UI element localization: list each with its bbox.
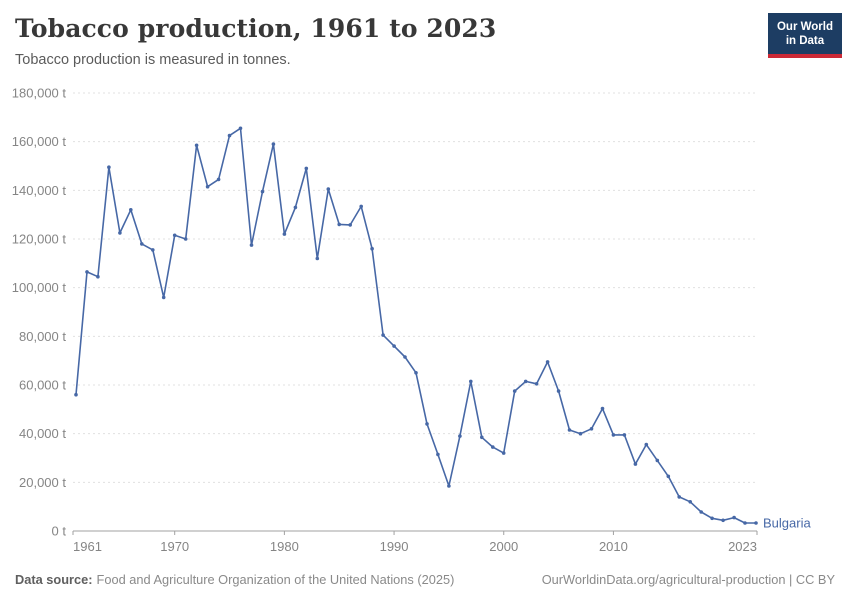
data-point[interactable] bbox=[578, 431, 583, 436]
data-point[interactable] bbox=[666, 474, 671, 479]
data-point[interactable] bbox=[699, 510, 703, 514]
data-point[interactable] bbox=[359, 204, 364, 209]
data-point[interactable] bbox=[151, 248, 155, 252]
y-tick-label: 0 t bbox=[52, 524, 67, 539]
data-point[interactable] bbox=[414, 371, 418, 375]
data-point[interactable] bbox=[480, 435, 484, 440]
y-tick-label: 140,000 t bbox=[12, 183, 67, 198]
data-point[interactable] bbox=[260, 189, 265, 194]
data-point[interactable] bbox=[403, 355, 407, 359]
data-point[interactable] bbox=[425, 422, 429, 426]
data-point[interactable] bbox=[622, 433, 627, 437]
owid-logo[interactable]: Our World in Data bbox=[767, 13, 842, 58]
y-tick-label: 40,000 t bbox=[19, 426, 66, 441]
data-point[interactable] bbox=[249, 243, 254, 247]
y-tick-label: 60,000 t bbox=[19, 378, 66, 393]
data-point[interactable] bbox=[743, 521, 747, 525]
data-point[interactable] bbox=[469, 379, 473, 384]
data-point[interactable] bbox=[523, 379, 528, 384]
x-tick-label: 2000 bbox=[489, 539, 518, 554]
data-point[interactable] bbox=[326, 187, 331, 191]
chart-subtitle: Tobacco production is measured in tonnes… bbox=[15, 52, 291, 68]
data-point[interactable] bbox=[491, 445, 495, 449]
y-tick-label: 80,000 t bbox=[19, 329, 66, 344]
data-point[interactable] bbox=[172, 233, 177, 238]
data-point[interactable] bbox=[611, 433, 616, 437]
y-tick-label: 160,000 t bbox=[12, 134, 67, 149]
x-tick-label: 1990 bbox=[380, 539, 409, 554]
data-point[interactable] bbox=[315, 256, 320, 261]
series-line-bulgaria[interactable] bbox=[75, 127, 757, 524]
x-tick-label: 1961 bbox=[73, 539, 102, 554]
data-source: Data source: Food and Agriculture Organiz… bbox=[15, 572, 454, 587]
data-point[interactable] bbox=[688, 500, 692, 504]
data-source-label: Data source: bbox=[15, 572, 93, 587]
data-point[interactable] bbox=[754, 521, 758, 525]
data-point[interactable] bbox=[655, 458, 660, 463]
data-point[interactable] bbox=[721, 518, 725, 523]
data-point[interactable] bbox=[238, 126, 243, 131]
data-point[interactable] bbox=[293, 205, 298, 210]
y-tick-label: 100,000 t bbox=[12, 280, 67, 295]
data-point[interactable] bbox=[447, 484, 451, 488]
data-point[interactable] bbox=[282, 232, 287, 236]
y-tick-label: 20,000 t bbox=[19, 475, 66, 490]
data-point[interactable] bbox=[194, 143, 199, 148]
credit-line[interactable]: OurWorldinData.org/agricultural-producti… bbox=[541, 572, 835, 587]
data-point[interactable] bbox=[534, 382, 539, 386]
data-point[interactable] bbox=[644, 442, 649, 447]
chart-footer: Data source: Food and Agriculture Organiz… bbox=[15, 572, 835, 587]
data-point[interactable] bbox=[589, 427, 594, 431]
data-point[interactable] bbox=[337, 222, 342, 227]
data-point[interactable] bbox=[85, 270, 89, 274]
chart-header: Tobacco production, 1961 to 2023 Tobacco… bbox=[15, 14, 760, 68]
series-label-bulgaria[interactable]: Bulgaria bbox=[763, 515, 811, 530]
data-point[interactable] bbox=[304, 166, 309, 171]
data-point[interactable] bbox=[129, 208, 133, 212]
data-point[interactable] bbox=[216, 177, 221, 182]
y-tick-label: 180,000 t bbox=[12, 86, 67, 101]
data-point[interactable] bbox=[161, 295, 166, 300]
data-point[interactable] bbox=[96, 274, 100, 279]
data-point[interactable] bbox=[271, 142, 276, 146]
data-point[interactable] bbox=[227, 133, 232, 138]
data-point[interactable] bbox=[392, 344, 396, 348]
data-point[interactable] bbox=[732, 515, 736, 520]
data-point[interactable] bbox=[140, 242, 144, 246]
data-point[interactable] bbox=[118, 231, 122, 235]
data-point[interactable] bbox=[545, 360, 550, 364]
page-title: Tobacco production, 1961 to 2023 bbox=[15, 14, 497, 43]
data-point[interactable] bbox=[205, 184, 210, 189]
data-point[interactable] bbox=[370, 246, 374, 251]
data-point[interactable] bbox=[556, 389, 561, 393]
data-source-text: Food and Agriculture Organization of the… bbox=[96, 572, 455, 587]
data-point[interactable] bbox=[710, 516, 714, 521]
data-point[interactable] bbox=[348, 223, 353, 227]
data-point[interactable] bbox=[436, 452, 440, 457]
owid-logo-line1: Our World bbox=[776, 21, 833, 33]
data-point[interactable] bbox=[567, 428, 572, 432]
data-point[interactable] bbox=[600, 406, 605, 411]
x-tick-label: 2010 bbox=[599, 539, 628, 554]
data-point[interactable] bbox=[107, 165, 111, 169]
x-tick-label: 1980 bbox=[270, 539, 299, 554]
data-point[interactable] bbox=[633, 462, 638, 466]
owid-logo-line2: in Data bbox=[785, 35, 825, 48]
data-point[interactable] bbox=[74, 392, 78, 397]
data-point[interactable] bbox=[501, 451, 506, 455]
data-point[interactable] bbox=[381, 333, 385, 337]
x-tick-label: 2023 bbox=[728, 539, 757, 554]
data-point[interactable] bbox=[458, 434, 462, 438]
data-point[interactable] bbox=[677, 495, 681, 499]
data-point[interactable] bbox=[183, 237, 188, 241]
data-point[interactable] bbox=[512, 389, 517, 393]
x-tick-label: 1970 bbox=[160, 539, 189, 554]
y-tick-label: 120,000 t bbox=[12, 232, 67, 247]
